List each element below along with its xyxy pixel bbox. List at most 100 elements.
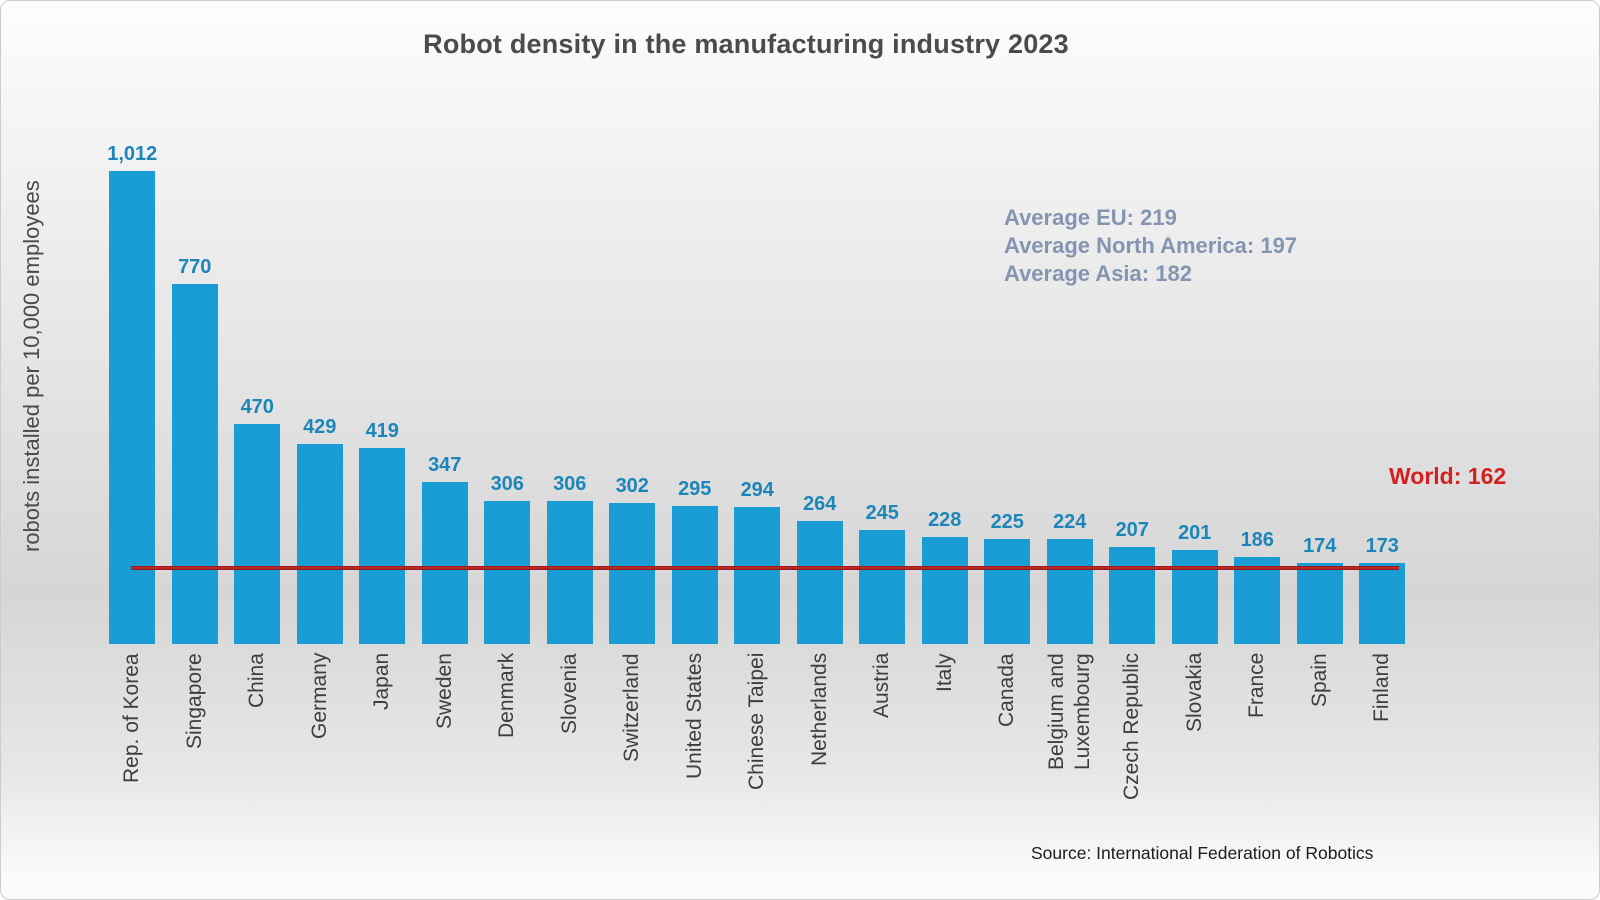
bar-column: 173 xyxy=(1351,141,1434,658)
x-label-column: Sweden xyxy=(414,653,477,868)
bar-column: 224 xyxy=(1039,141,1128,658)
x-label-column: Rep. of Korea xyxy=(101,653,164,868)
x-label-column: Spain xyxy=(1289,653,1352,868)
bar-column: 294 xyxy=(726,141,822,658)
x-axis-label: United States xyxy=(682,653,706,780)
x-axis-label: Singapore xyxy=(182,653,206,749)
y-axis-label: robots installed per 10,000 employees xyxy=(19,180,44,552)
bar-value-label: 770 xyxy=(178,256,212,279)
bar-value-label: 1,012 xyxy=(107,143,158,165)
bar-value-label: 419 xyxy=(365,420,399,443)
bar xyxy=(734,506,822,658)
x-axis-label: Chinese Taipei xyxy=(745,653,769,791)
bar xyxy=(1359,563,1434,658)
x-label-column: Austria xyxy=(851,653,914,868)
x-axis-label: Germany xyxy=(307,653,331,740)
bar xyxy=(984,538,1065,658)
x-label-column: Czech Republic xyxy=(1101,653,1164,868)
x-label-column: Italy xyxy=(914,653,977,868)
bar xyxy=(1171,550,1250,658)
bar-column: 228 xyxy=(914,141,1003,658)
bar-value-label: 306 xyxy=(490,473,524,495)
bar-value-label: 302 xyxy=(615,474,649,497)
x-label-column: France xyxy=(1226,653,1289,868)
bar-value-label: 294 xyxy=(740,478,774,501)
x-label-column: United States xyxy=(664,653,727,868)
x-axis-label: Austria xyxy=(870,653,894,719)
x-label-column: Japan xyxy=(351,653,414,868)
bar xyxy=(171,284,260,658)
x-label-column: Slovakia xyxy=(1164,653,1227,868)
bar-shadow xyxy=(1397,597,1434,658)
x-axis-label: Belgium and Luxembourg xyxy=(1044,653,1094,770)
bar xyxy=(296,443,385,658)
bar-column: 419 xyxy=(351,141,447,658)
bar-value-label: 173 xyxy=(1365,535,1399,558)
bar xyxy=(484,501,572,658)
plot-area: 1,012 770 470 429 419 347 306 306 302 295 294 264 24… xyxy=(101,141,1434,658)
average-asia-label: Average Asia: 182 xyxy=(1004,261,1192,286)
x-axis-label: Finland xyxy=(1370,653,1394,722)
x-axis-label: Switzerland xyxy=(620,653,644,762)
world-reference-line xyxy=(131,566,1399,570)
bar-column: 347 xyxy=(414,141,510,658)
x-axis-label: Slovakia xyxy=(1182,653,1206,733)
x-axis-label: Denmark xyxy=(495,653,519,739)
bar-value-label: 228 xyxy=(928,509,962,532)
x-axis-label: Italy xyxy=(932,653,956,692)
x-axis-label: Czech Republic xyxy=(1120,653,1144,801)
bar-value-label: 207 xyxy=(1115,519,1149,542)
bar-column: 264 xyxy=(789,141,882,658)
bar xyxy=(546,501,635,658)
x-label-column: Canada xyxy=(976,653,1039,868)
x-axis-label: Japan xyxy=(370,653,394,711)
source-note: Source: International Federation of Robo… xyxy=(1031,843,1374,863)
bar-column: 201 xyxy=(1164,141,1250,658)
bar-value-label: 201 xyxy=(1178,522,1212,545)
bar-value-label: 347 xyxy=(428,453,462,476)
bar-column: 186 xyxy=(1226,141,1311,658)
world-reference-label: World: 162 xyxy=(1389,463,1507,489)
x-axis-label: Spain xyxy=(1307,653,1331,707)
x-axis-label: China xyxy=(245,653,269,708)
bar-column: 429 xyxy=(289,141,385,658)
bar xyxy=(609,502,697,658)
average-north-america-label: Average North America: 197 xyxy=(1004,233,1298,258)
bar-column: 174 xyxy=(1289,141,1372,658)
x-label-column: Slovenia xyxy=(539,653,602,868)
bar xyxy=(421,481,510,658)
bar-column: 295 xyxy=(664,141,760,658)
bar xyxy=(109,171,197,658)
x-label-column: Chinese Taipei xyxy=(726,653,789,868)
x-label-column: Finland xyxy=(1351,653,1414,868)
bar-column: 225 xyxy=(976,141,1065,658)
bar-value-label: 295 xyxy=(678,478,712,501)
bar-value-label: 245 xyxy=(865,501,899,524)
bar xyxy=(359,448,447,658)
averages-annotation: Average EU: 219 Average North America: 1… xyxy=(1004,204,1297,288)
bar-column: 770 xyxy=(164,141,260,658)
chart-title: Robot density in the manufacturing indus… xyxy=(423,29,1069,59)
bar-column: 306 xyxy=(539,141,635,658)
x-axis-label: Canada xyxy=(995,653,1019,727)
bar-value-label: 306 xyxy=(553,473,587,495)
bar-value-label: 470 xyxy=(240,396,274,419)
bar-column: 302 xyxy=(601,141,697,658)
bar xyxy=(1046,539,1128,658)
bar xyxy=(1296,562,1372,658)
x-axis-label: France xyxy=(1245,653,1269,719)
x-axis-labels: Rep. of Korea Singapore China Germany Japan S… xyxy=(101,653,1414,868)
bar-column: 245 xyxy=(851,141,943,658)
bar xyxy=(859,529,943,658)
x-axis-label: Slovenia xyxy=(557,653,581,734)
x-label-column: Germany xyxy=(289,653,352,868)
bar-value-label: 264 xyxy=(803,492,837,515)
bar-column: 207 xyxy=(1101,141,1188,658)
bar xyxy=(671,506,760,658)
bar-value-label: 225 xyxy=(990,510,1024,533)
bar-column: 306 xyxy=(476,141,572,658)
bar xyxy=(1234,557,1311,658)
bar-value-label: 224 xyxy=(1053,511,1087,534)
x-label-column: Netherlands xyxy=(789,653,852,868)
x-label-column: Denmark xyxy=(476,653,539,868)
